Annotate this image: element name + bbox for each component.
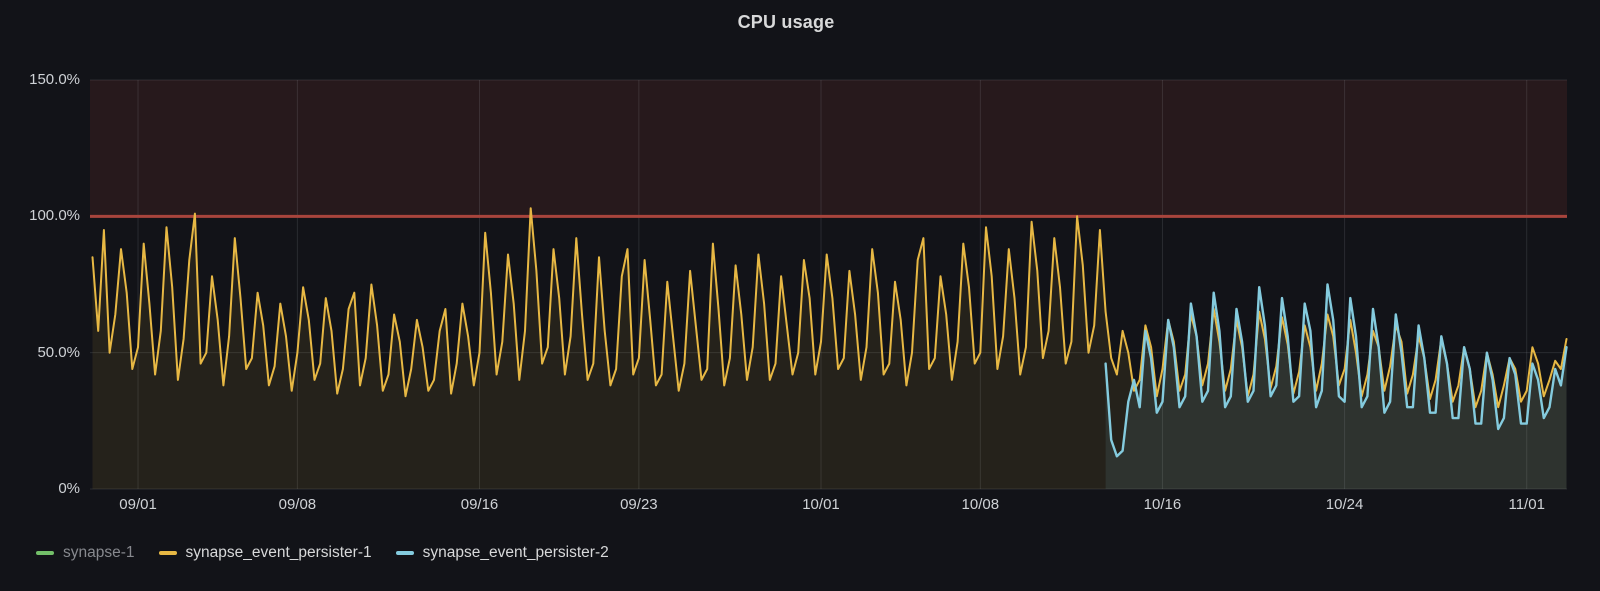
legend-item-synapse-1[interactable]: synapse-1 [36,544,135,562]
x-axis-tick-label: 09/23 [620,496,658,513]
y-axis-tick-label: 50.0% [37,343,80,361]
y-axis-tick-label: 100.0% [29,207,80,225]
legend-label: synapse-1 [63,544,135,561]
series-line-synapse_event_persister-2 [1104,283,1568,458]
threshold-region-above-100 [90,80,1567,217]
legend-swatch-icon [36,551,54,555]
legend-swatch-icon [395,551,414,555]
legend: synapse-1 synapse_event_persister-1 synaps… [36,544,609,562]
x-axis-tick-label: 10/16 [1143,496,1182,513]
x-axis-tick-label: 09/01 [119,496,157,513]
legend-label: synapse_event_persister-2 [422,544,609,561]
x-axis-tick-label: 11/01 [1508,496,1545,513]
y-axis-tick-label: 0% [58,480,80,497]
x-axis-tick-label: 09/16 [460,496,499,513]
series-area-synapse_event_persister-1 [92,208,1567,489]
series-area-synapse_event_persister-2 [1105,284,1567,489]
legend-label: synapse_event_persister-1 [185,544,372,561]
x-axis-tick-label: 10/01 [802,496,840,513]
y-axis-tick-label: 150.0% [29,71,80,88]
legend-item-synapse_event_persister-2[interactable]: synapse_event_persister-2 [395,544,609,562]
x-axis-tick-label: 10/08 [961,496,1000,513]
x-axis-tick-label: 10/24 [1325,496,1364,513]
x-axis-tick-label: 09/08 [278,496,317,513]
panel-title[interactable]: CPU usage [737,12,835,32]
legend-item-synapse_event_persister-1[interactable]: synapse_event_persister-1 [158,544,372,562]
series-line-synapse_event_persister-1 [91,207,1568,409]
legend-swatch-icon [158,551,177,555]
